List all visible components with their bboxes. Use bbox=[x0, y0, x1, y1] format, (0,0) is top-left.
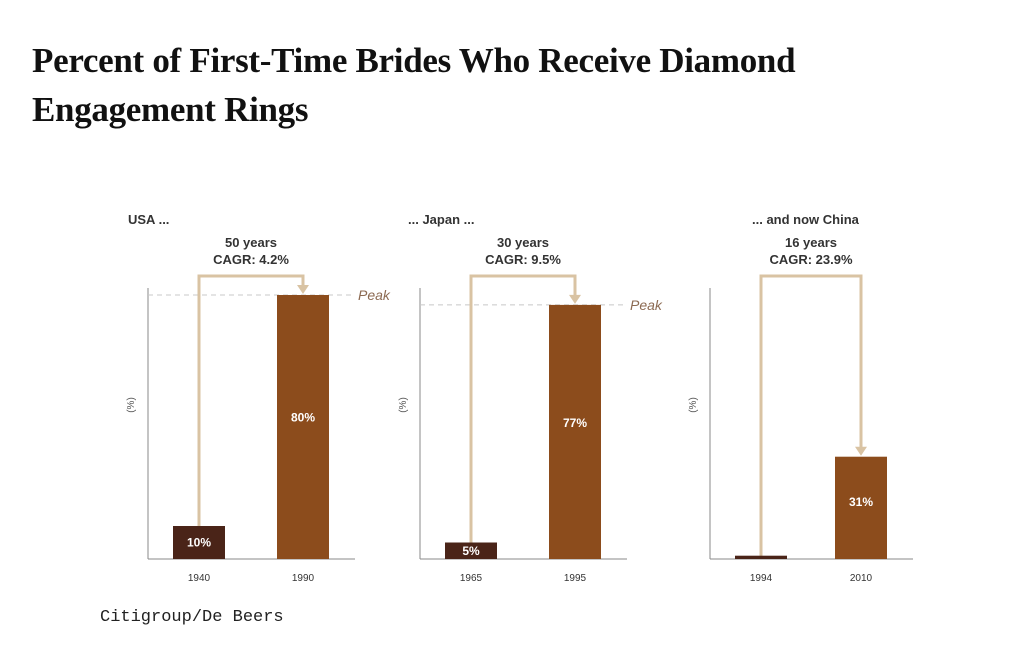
panel-title: ... and now China bbox=[752, 212, 860, 227]
y-axis-label: (%) bbox=[688, 397, 699, 413]
cagr-label: CAGR: 4.2% bbox=[213, 252, 289, 267]
panel-title: USA ... bbox=[128, 212, 169, 227]
bar-value-label: 5% bbox=[462, 544, 480, 558]
page-title: Percent of First-Time Brides Who Receive… bbox=[32, 41, 796, 129]
cagr-label: CAGR: 23.9% bbox=[769, 252, 853, 267]
period-label: 16 years bbox=[785, 235, 837, 250]
bar bbox=[173, 526, 225, 559]
bar-value-label: 31% bbox=[849, 495, 873, 509]
period-label: 50 years bbox=[225, 235, 277, 250]
y-axis-label: (%) bbox=[126, 397, 137, 413]
peak-label: Peak bbox=[630, 297, 663, 313]
connector-arrowhead bbox=[855, 446, 867, 456]
x-tick-label: 2010 bbox=[850, 573, 873, 584]
period-label: 30 years bbox=[497, 235, 549, 250]
charts-area: USA ... 50 years CAGR: 4.2% (%) Peak 10% 1940 8… bbox=[126, 212, 913, 584]
bar bbox=[549, 304, 601, 559]
bar bbox=[445, 542, 497, 559]
peak-label: Peak bbox=[358, 287, 391, 303]
x-tick-label: 1990 bbox=[292, 573, 315, 584]
connector-bracket bbox=[197, 274, 305, 559]
bar-value-label: 10% bbox=[187, 536, 211, 550]
connector-arrowhead bbox=[569, 294, 581, 304]
bar bbox=[835, 456, 887, 559]
x-tick-label: 1965 bbox=[460, 573, 483, 584]
cagr-label: CAGR: 9.5% bbox=[485, 252, 561, 267]
y-axis-label: (%) bbox=[398, 397, 409, 413]
connector-bracket bbox=[759, 274, 863, 559]
source-note: Citigroup/De Beers bbox=[100, 608, 284, 627]
connector-arrowhead bbox=[297, 285, 309, 294]
x-tick-label: 1995 bbox=[564, 573, 587, 584]
x-tick-label: 1994 bbox=[750, 573, 773, 584]
connector-bracket bbox=[469, 274, 577, 559]
bar-value-label: 77% bbox=[563, 416, 587, 430]
bar bbox=[277, 295, 329, 559]
bar bbox=[735, 555, 787, 559]
x-tick-label: 1940 bbox=[188, 573, 211, 584]
panel-title: ... Japan ... bbox=[408, 212, 474, 227]
bar-value-label: 80% bbox=[291, 411, 315, 425]
